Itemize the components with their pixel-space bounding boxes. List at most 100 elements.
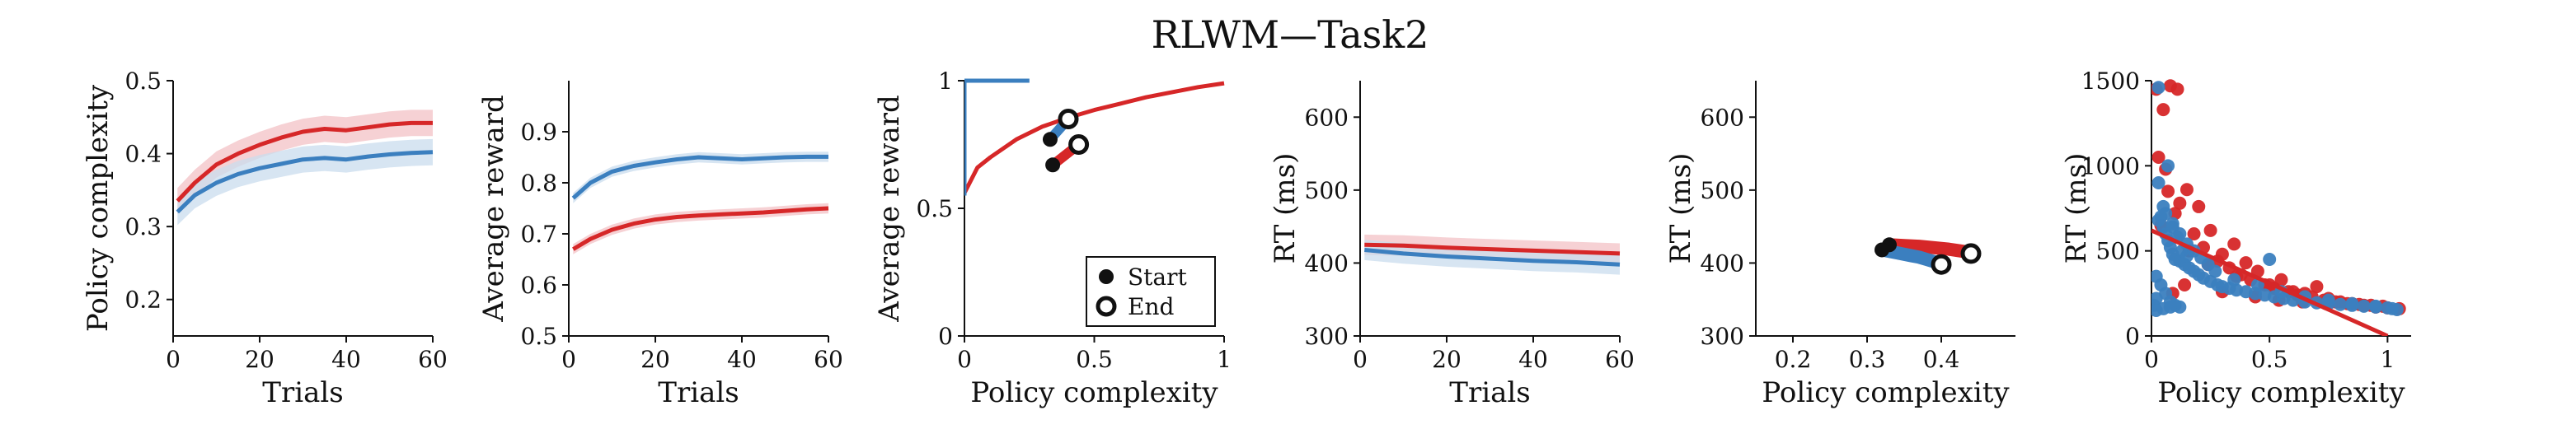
end-marker — [1931, 254, 1952, 275]
scatter-point-red — [2227, 237, 2241, 251]
panel-1: 0 20 40 60 0.2 0.3 0.4 0.5 Trials Policy complexi… — [82, 68, 448, 409]
series-1-line — [964, 81, 1225, 194]
start-marker — [1875, 242, 1889, 258]
x-tick-label: 60 — [418, 346, 448, 373]
panel-4: 0 20 40 60 300 400 500 600 Trials RT (ms) — [1269, 81, 1635, 409]
x-tick-label: 0.5 — [2251, 346, 2288, 373]
y-tick-label: 0 — [2125, 323, 2140, 350]
y-tick-label: 500 — [1701, 177, 1744, 204]
y-tick-label: 0.8 — [520, 170, 557, 197]
scatter-point-blue — [2163, 300, 2177, 314]
x-tick-label: 0.4 — [1923, 346, 1960, 373]
y-tick-label: 400 — [1305, 249, 1349, 277]
scatter-point-red — [2239, 256, 2253, 270]
y-tick-label: 0.5 — [124, 68, 162, 95]
legend-end-label: End — [1128, 293, 1174, 320]
x-tick-label: 40 — [1518, 346, 1548, 373]
scatter-point-red — [2168, 207, 2182, 221]
y-axis-label: Average reward — [873, 95, 906, 323]
scatter-point-red — [2310, 280, 2324, 294]
series-2-band — [177, 138, 434, 226]
x-tick-label: 0 — [2144, 346, 2159, 373]
end-marker — [1058, 109, 1079, 129]
y-axis-label: RT (ms) — [2060, 153, 2093, 264]
y-tick-label: 0.3 — [124, 213, 162, 240]
start-marker — [1042, 132, 1058, 147]
x-tick-label: 60 — [1605, 346, 1635, 373]
scatter-point-blue — [2369, 299, 2383, 313]
plot-area — [571, 152, 829, 254]
scatter-point-blue — [2321, 293, 2335, 307]
legend-end-marker — [1096, 296, 1117, 317]
y-tick-label: 1000 — [2081, 152, 2140, 180]
x-tick-label: 0 — [957, 346, 972, 373]
x-tick-label: 1 — [2380, 346, 2395, 373]
scatter-point-red — [2161, 184, 2175, 198]
y-tick-label: 600 — [1305, 104, 1349, 131]
scatter-point-red — [2173, 196, 2187, 210]
x-tick-label: 60 — [814, 346, 843, 373]
y-axis-label: Policy complexity — [82, 84, 115, 332]
scatter-point-blue — [2263, 253, 2277, 266]
plot-area — [1875, 237, 1982, 275]
x-tick-label: 40 — [727, 346, 757, 373]
panel-2: 0 20 40 60 0.5 0.6 0.7 0.8 0.9 Trials Average rewa… — [477, 81, 843, 409]
x-tick-label: 0.3 — [1849, 346, 1886, 373]
plot-area — [176, 110, 434, 226]
y-tick-label: 1 — [938, 68, 953, 95]
y-tick-label: 500 — [2096, 238, 2140, 265]
x-tick-label: 20 — [640, 346, 670, 373]
end-marker — [1068, 134, 1090, 155]
series-1-line — [571, 154, 828, 200]
panel-3: 0 0.5 1 0 0.5 1 Policy complexity Average rewar… — [873, 68, 1232, 409]
start-marker — [1045, 157, 1061, 173]
scatter-point-blue — [2165, 217, 2180, 231]
y-tick-label: 0.6 — [520, 272, 557, 299]
series-2-line — [964, 78, 1030, 196]
x-axis-label: Trials — [658, 376, 739, 409]
panel-6: 0 0.5 1 0 500 1000 1500 Policy complexity RT (ms… — [2060, 68, 2411, 409]
figure-title: RLWM—Task2 — [1152, 12, 1429, 57]
plot-area — [2151, 79, 2406, 336]
y-tick-label: 0.4 — [124, 141, 162, 168]
y-tick-label: 0.5 — [520, 323, 557, 350]
x-axis-label: Trials — [262, 376, 343, 409]
series-1-line — [1364, 242, 1621, 256]
x-axis-label: Trials — [1449, 376, 1530, 409]
series-2-line — [1364, 248, 1621, 267]
y-axis-label: RT (ms) — [1269, 153, 1302, 264]
legend-start-label: Start — [1128, 263, 1188, 291]
series-2-line — [176, 150, 434, 214]
x-tick-label: 40 — [331, 346, 361, 373]
x-axis-label: Policy complexity — [970, 376, 1218, 409]
end-marker — [1960, 243, 1982, 264]
x-tick-label: 1 — [1217, 346, 1232, 373]
x-tick-label: 20 — [1432, 346, 1462, 373]
scatter-point-blue — [2208, 264, 2222, 278]
x-tick-label: 0 — [1353, 346, 1368, 373]
x-tick-label: 20 — [245, 346, 274, 373]
scatter-point-blue — [2357, 299, 2371, 313]
y-tick-label: 1500 — [2081, 68, 2140, 95]
scatter-point-blue — [2161, 159, 2175, 173]
y-tick-label: 300 — [1305, 323, 1349, 350]
scatter-point-blue — [2390, 302, 2404, 316]
scatter-point-red — [2187, 227, 2201, 240]
fit-line — [2151, 228, 2389, 336]
scatter-point-blue — [2227, 273, 2241, 287]
y-tick-label: 0 — [938, 323, 953, 350]
y-tick-label: 300 — [1701, 323, 1744, 350]
plot-area — [1364, 234, 1621, 275]
scatter-point-red — [2203, 223, 2217, 237]
scatter-point-red — [2156, 103, 2170, 117]
legend-start-marker — [1099, 269, 1114, 284]
scatter-point-blue — [2334, 297, 2348, 311]
y-tick-label: 400 — [1701, 249, 1744, 277]
y-axis-label: Average reward — [477, 95, 510, 323]
y-tick-label: 600 — [1701, 104, 1744, 131]
scatter-point-red — [2178, 278, 2192, 291]
series-2-band — [573, 203, 828, 254]
scatter-point-blue — [2151, 81, 2165, 95]
